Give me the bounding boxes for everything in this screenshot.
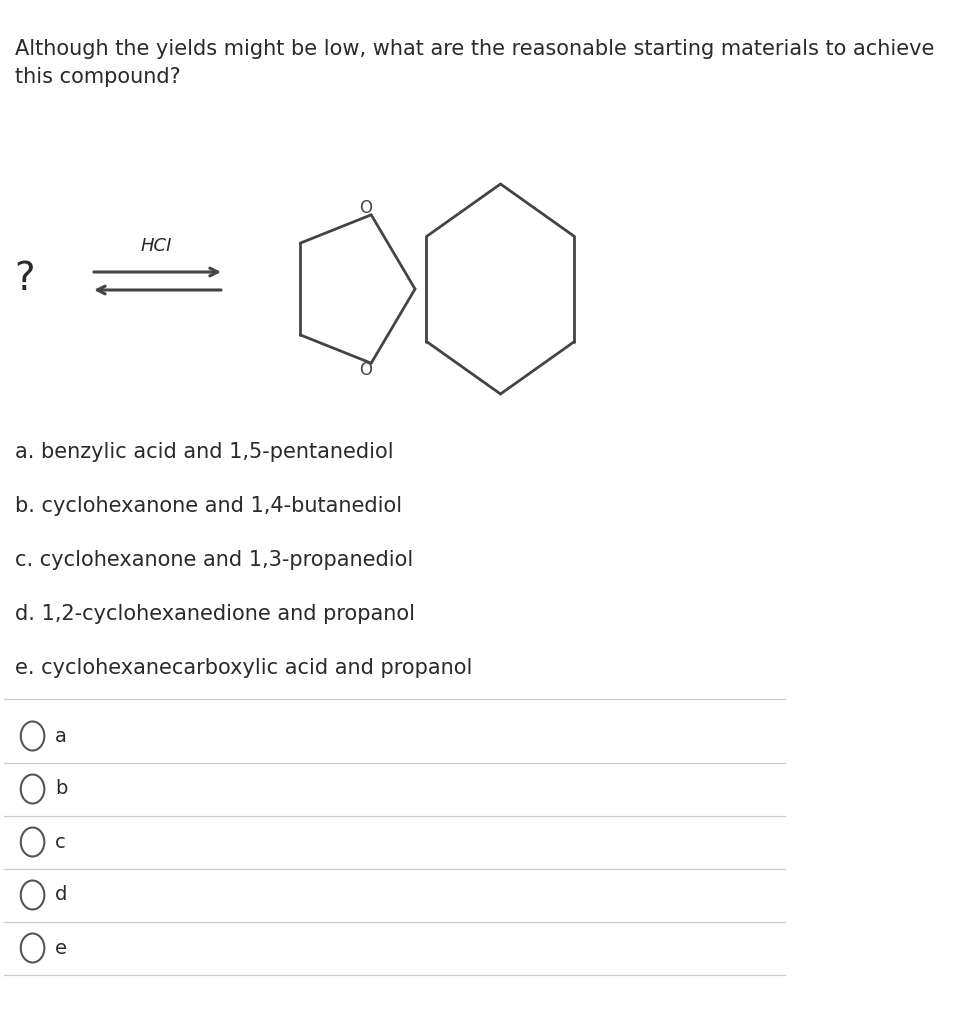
Text: O: O	[359, 361, 372, 379]
Text: c: c	[55, 833, 66, 852]
Text: e. cyclohexanecarboxylic acid and propanol: e. cyclohexanecarboxylic acid and propan…	[15, 658, 472, 678]
Text: HCI: HCI	[141, 237, 172, 255]
Text: a. benzylic acid and 1,5-pentanediol: a. benzylic acid and 1,5-pentanediol	[15, 442, 393, 462]
Text: a: a	[55, 726, 67, 745]
Text: ?: ?	[15, 260, 35, 298]
Text: b. cyclohexanone and 1,4-butanediol: b. cyclohexanone and 1,4-butanediol	[15, 496, 402, 516]
Text: Although the yields might be low, what are the reasonable starting materials to : Although the yields might be low, what a…	[15, 39, 934, 87]
Text: e: e	[55, 939, 67, 957]
Text: c. cyclohexanone and 1,3-propanediol: c. cyclohexanone and 1,3-propanediol	[15, 550, 413, 570]
Text: b: b	[55, 779, 68, 799]
Text: d: d	[55, 886, 68, 904]
Text: d. 1,2-cyclohexanedione and propanol: d. 1,2-cyclohexanedione and propanol	[15, 604, 415, 624]
Text: O: O	[359, 199, 372, 217]
